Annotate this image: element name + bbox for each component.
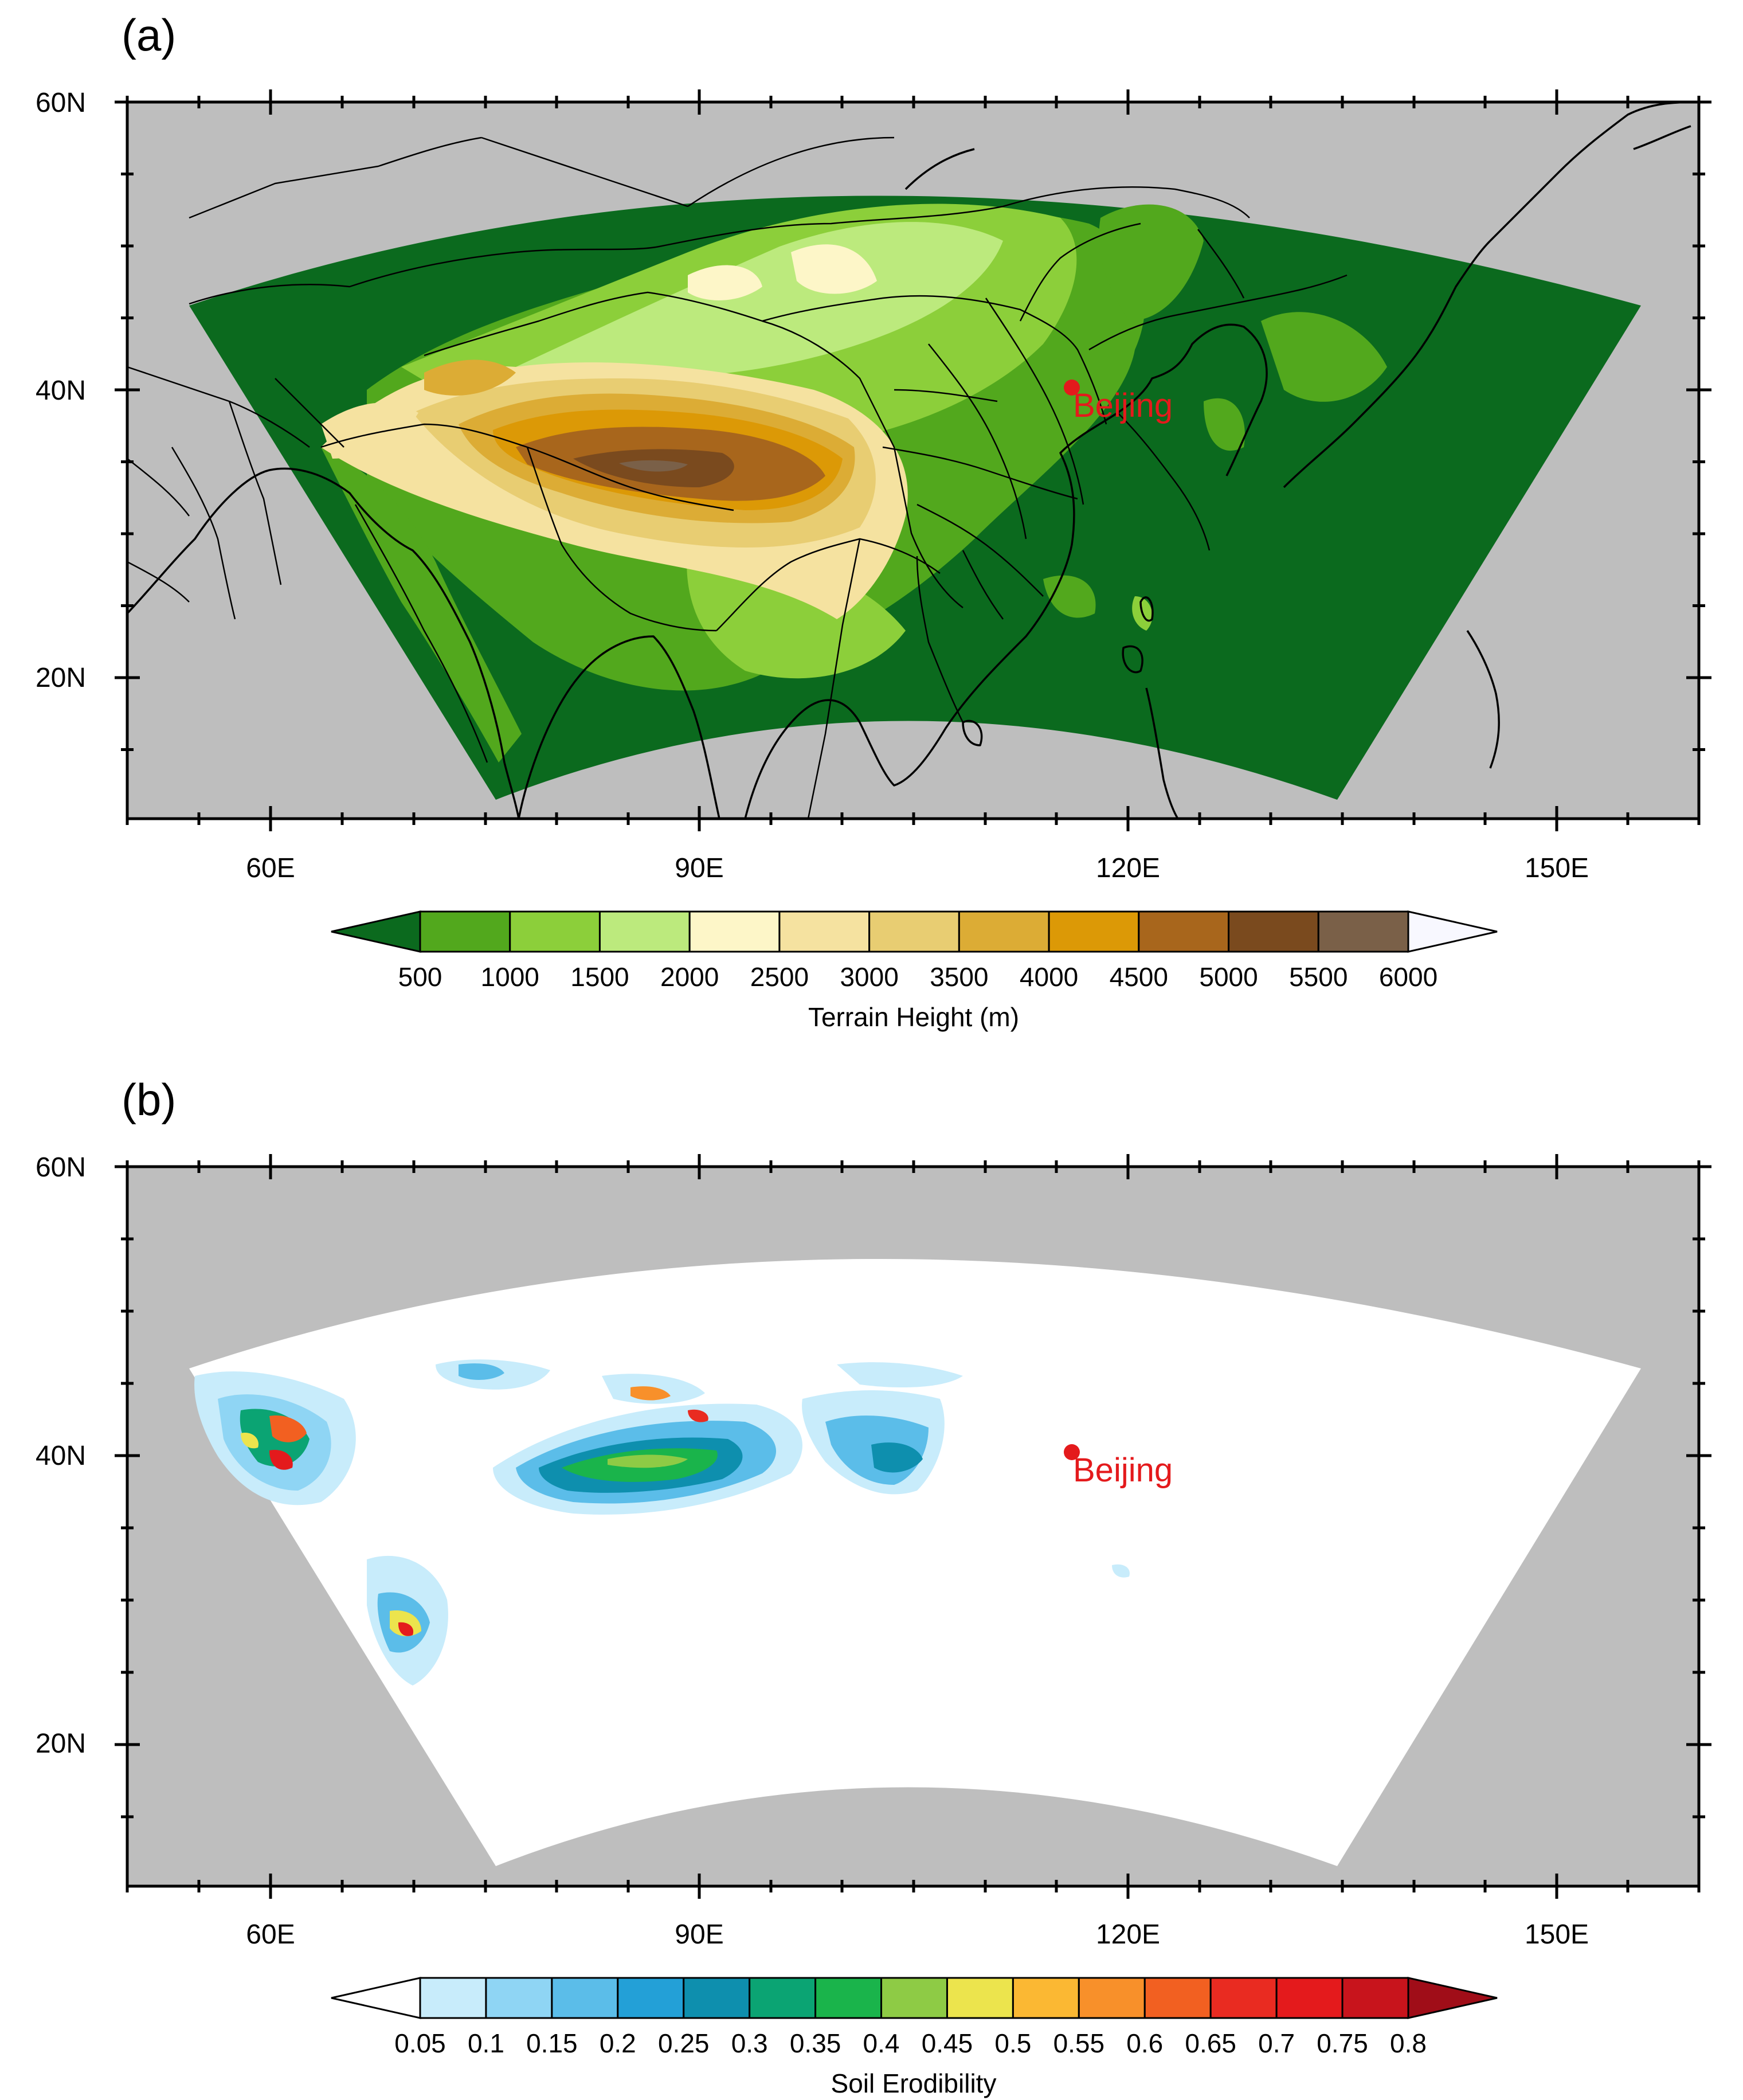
colorbar-tick-label: 500	[398, 962, 442, 992]
beijing-marker: Beijing	[1064, 380, 1173, 424]
lon-label-90e: 90E	[675, 1919, 723, 1950]
lat-label-20n: 20N	[36, 663, 86, 693]
lat-label-40n: 40N	[36, 376, 86, 406]
lat-label-20n: 20N	[36, 1729, 86, 1759]
lon-label-60e: 60E	[246, 853, 295, 883]
colorbar-bin	[485, 1977, 553, 2019]
colorbar-bin	[617, 1977, 685, 2019]
colorbar-bin	[958, 910, 1050, 953]
colorbar-tick-label: 2500	[750, 962, 809, 992]
colorbar-tick-label: 0.25	[658, 2028, 710, 2058]
colorbar-bin	[1228, 910, 1319, 953]
panel-b-ticks	[115, 1154, 1711, 1899]
colorbar-tick-label: 0.75	[1317, 2028, 1368, 2058]
panel-b-label: (b)	[122, 1074, 176, 1125]
lon-label-120e: 120E	[1096, 853, 1160, 883]
colorbar-bin	[868, 910, 960, 953]
colorbar-bin	[946, 1977, 1014, 2019]
colorbar-bin	[1143, 1977, 1212, 2019]
colorbar-bin	[683, 1977, 751, 2019]
colorbar-bin	[749, 1977, 817, 2019]
colorbar-bin	[598, 910, 691, 953]
colorbar-tick-label: 0.8	[1390, 2028, 1427, 2058]
panel-a-colorbar-title: Terrain Height (m)	[808, 1002, 1019, 1032]
lat-label-40n: 40N	[36, 1441, 86, 1471]
panel-b-erodibility-map: (b)	[36, 1074, 1711, 2098]
panel-a-label: (a)	[122, 10, 176, 60]
beijing-marker: Beijing	[1064, 1444, 1173, 1489]
colorbar-tick-label: 0.15	[526, 2028, 578, 2058]
terrain-shading	[321, 204, 1387, 762]
panel-a-colorbar: 500 1000 1500 2000 2500 3000 3500 4000 4500 5000 5…	[331, 910, 1498, 992]
colorbar-tick-label: 5000	[1199, 962, 1258, 992]
colorbar-tick-label: 0.4	[863, 2028, 900, 2058]
colorbar-tick-label: 0.6	[1126, 2028, 1163, 2058]
colorbar-tick-label: 1000	[481, 962, 539, 992]
colorbar-tick-label: 0.3	[731, 2028, 768, 2058]
colorbar-bin	[419, 1977, 487, 2019]
colorbar-bin	[1078, 1977, 1146, 2019]
colorbar-tick-label: 3500	[930, 962, 988, 992]
lon-label-120e: 120E	[1096, 1919, 1160, 1950]
colorbar-tick-label: 0.65	[1185, 2028, 1236, 2058]
colorbar-low-end	[331, 910, 421, 953]
lon-label-60e: 60E	[246, 1919, 295, 1950]
city-dot	[1064, 380, 1080, 396]
colorbar-bin	[1341, 1977, 1409, 2019]
city-label: Beijing	[1073, 387, 1173, 424]
erodibility-shading	[194, 1359, 1130, 1686]
colorbar-bin	[1012, 1977, 1080, 2019]
lon-label-150e: 150E	[1525, 853, 1589, 883]
colorbar-tick-label: 3000	[840, 962, 898, 992]
colorbar-tick-label: 0.5	[994, 2028, 1031, 2058]
model-domain-erodibility	[189, 1259, 1641, 1866]
panel-a-boundaries	[127, 102, 1699, 819]
colorbar-bin	[1138, 910, 1230, 953]
colorbar-tick-label: 0.35	[790, 2028, 841, 2058]
city-label: Beijing	[1073, 1452, 1173, 1489]
colorbar-bin	[1048, 910, 1140, 953]
colorbar-high-end	[1407, 1977, 1498, 2019]
colorbar-tick-label: 0.2	[600, 2028, 636, 2058]
panel-a-ticks	[115, 89, 1711, 831]
colorbar-tick-label: 4000	[1020, 962, 1078, 992]
panel-a-terrain-map: (a)	[36, 10, 1711, 1032]
colorbar-tick-label: 0.05	[394, 2028, 446, 2058]
colorbar-bin	[509, 910, 601, 953]
colorbar-tick-label: 1500	[570, 962, 629, 992]
colorbar-bin	[1275, 1977, 1344, 2019]
colorbar-tick-label: 6000	[1379, 962, 1438, 992]
colorbar-low-end	[331, 1977, 421, 2019]
lon-label-90e: 90E	[675, 853, 723, 883]
panel-b-colorbar: 0.05 0.1 0.15 0.2 0.25 0.3 0.35 0.4 0.45 0.5 0.55 0…	[331, 1977, 1498, 2058]
lat-label-60n: 60N	[36, 88, 86, 118]
lat-label-60n: 60N	[36, 1152, 86, 1183]
colorbar-tick-label: 0.55	[1053, 2028, 1105, 2058]
colorbar-high-end	[1407, 910, 1498, 953]
colorbar-bin	[880, 1977, 948, 2019]
colorbar-bin	[419, 910, 511, 953]
colorbar-bin	[1317, 910, 1409, 953]
colorbar-bin	[688, 910, 781, 953]
colorbar-tick-label: 4500	[1110, 962, 1168, 992]
colorbar-tick-label: 0.45	[922, 2028, 973, 2058]
colorbar-bin	[814, 1977, 883, 2019]
lon-label-150e: 150E	[1525, 1919, 1589, 1950]
colorbar-tick-label: 5500	[1289, 962, 1348, 992]
panel-b-colorbar-title: Soil Erodibility	[831, 2068, 997, 2098]
colorbar-tick-label: 0.7	[1258, 2028, 1295, 2058]
colorbar-bin	[1209, 1977, 1278, 2019]
colorbar-bin	[778, 910, 871, 953]
colorbar-tick-label: 0.1	[468, 2028, 504, 2058]
colorbar-bin	[551, 1977, 619, 2019]
city-dot	[1064, 1444, 1080, 1460]
colorbar-tick-label: 2000	[660, 962, 719, 992]
